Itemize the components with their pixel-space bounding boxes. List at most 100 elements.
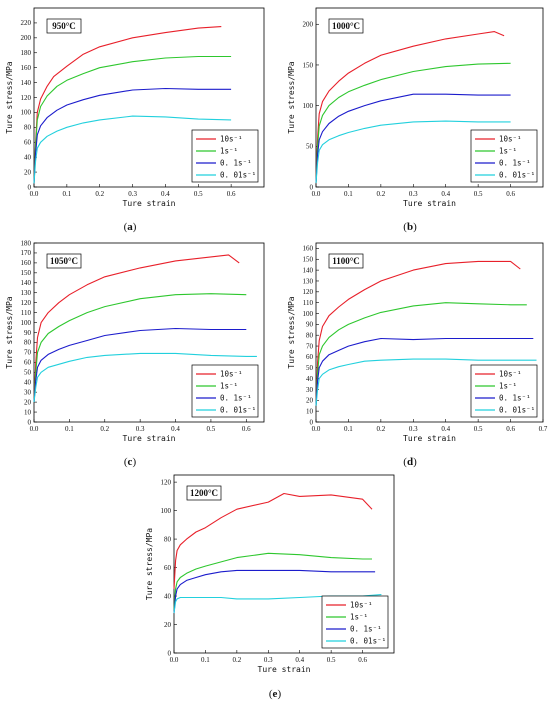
panel-caption: (a) xyxy=(124,221,137,233)
series-line xyxy=(33,293,247,403)
x-tick-label: 0.5 xyxy=(194,190,203,198)
x-tick-label: 0.4 xyxy=(161,190,170,198)
temperature-label: 950°C xyxy=(52,21,76,31)
x-tick-label: 0.1 xyxy=(65,425,74,433)
y-tick-label: 40 xyxy=(24,379,32,387)
y-tick-label: 0 xyxy=(28,183,32,191)
y-tick-label: 150 xyxy=(21,269,32,277)
legend-label: 10s⁻¹ xyxy=(350,601,373,610)
y-tick-label: 60 xyxy=(306,353,314,361)
series-line xyxy=(315,358,537,406)
y-tick-label: 100 xyxy=(21,109,32,117)
x-tick-label: 0.7 xyxy=(539,425,548,433)
panel-caption: (e) xyxy=(269,688,282,700)
plot-frame xyxy=(315,7,544,188)
legend-label: 10s⁻¹ xyxy=(220,135,243,144)
series-line xyxy=(173,552,372,611)
y-axis-label: Ture stress/MPa xyxy=(5,61,14,133)
temperature-box xyxy=(46,253,82,269)
y-tick-label: 160 xyxy=(303,245,314,253)
x-tick-label: 0.2 xyxy=(376,190,385,198)
x-tick-label: 0.4 xyxy=(441,425,450,433)
y-tick-label: 30 xyxy=(24,388,32,396)
y-tick-label: 20 xyxy=(24,168,32,176)
y-axis-label: Ture stress/MPa xyxy=(145,528,154,600)
y-tick-label: 10 xyxy=(306,407,314,415)
series-line xyxy=(315,260,521,406)
x-tick-label: 0.2 xyxy=(232,656,241,664)
y-tick-label: 0 xyxy=(168,649,172,657)
temperature-label: 1050°C xyxy=(50,256,78,266)
series-line xyxy=(33,352,257,403)
series-line xyxy=(33,115,232,184)
x-tick-label: 0.0 xyxy=(30,190,39,198)
x-tick-label: 0.6 xyxy=(242,425,251,433)
legend-label: 1s⁻¹ xyxy=(350,613,368,622)
y-tick-label: 20 xyxy=(24,398,32,406)
y-tick-label: 80 xyxy=(306,332,314,340)
x-tick-label: 0.0 xyxy=(30,425,39,433)
y-tick-label: 100 xyxy=(21,319,32,327)
series-line xyxy=(33,87,232,184)
legend-label: 0. 01s⁻¹ xyxy=(220,171,256,180)
x-tick-label: 0.3 xyxy=(128,190,137,198)
y-tick-label: 140 xyxy=(21,279,32,287)
series-line xyxy=(315,62,511,183)
y-tick-label: 60 xyxy=(24,139,32,147)
x-tick-label: 0.5 xyxy=(474,425,483,433)
legend-label: 1s⁻¹ xyxy=(220,147,238,156)
temperature-label: 1100°C xyxy=(332,256,360,266)
y-tick-label: 120 xyxy=(303,288,314,296)
y-tick-label: 180 xyxy=(21,49,32,57)
x-tick-label: 0.0 xyxy=(312,425,321,433)
y-axis-label: Ture stress/MPa xyxy=(287,61,296,133)
legend-label: 1s⁻¹ xyxy=(499,147,517,156)
legend-label: 0. 01s⁻¹ xyxy=(499,171,535,180)
y-tick-label: 40 xyxy=(24,153,32,161)
legend xyxy=(321,595,389,649)
plot-frame xyxy=(173,474,395,654)
y-tick-label: 70 xyxy=(306,342,314,350)
y-tick-label: 100 xyxy=(303,310,314,318)
x-tick-label: 0.5 xyxy=(327,656,336,664)
x-tick-label: 0.4 xyxy=(441,190,450,198)
y-tick-label: 40 xyxy=(164,592,172,600)
y-axis-label: Ture stress/MPa xyxy=(5,296,14,368)
y-tick-label: 150 xyxy=(303,61,314,69)
x-tick-label: 0.1 xyxy=(201,656,210,664)
temperature-box xyxy=(46,18,82,34)
x-tick-label: 0.3 xyxy=(409,425,418,433)
temperature-box xyxy=(328,18,364,34)
x-tick-label: 0.6 xyxy=(358,656,367,664)
plot-frame xyxy=(315,242,544,423)
x-tick-label: 0.2 xyxy=(376,425,385,433)
y-tick-label: 70 xyxy=(24,349,32,357)
series-line xyxy=(315,302,527,406)
y-tick-label: 180 xyxy=(21,239,32,247)
panel-caption: (b) xyxy=(403,221,417,233)
series-line xyxy=(33,254,240,403)
y-tick-label: 120 xyxy=(21,94,32,102)
x-axis-label: Ture strain xyxy=(258,665,311,674)
y-tick-label: 150 xyxy=(303,256,314,264)
x-tick-label: 0.1 xyxy=(62,190,71,198)
y-tick-label: 200 xyxy=(21,34,32,42)
y-tick-label: 120 xyxy=(161,478,172,486)
legend-label: 10s⁻¹ xyxy=(220,370,243,379)
y-tick-label: 60 xyxy=(24,359,32,367)
legend-label: 0. 1s⁻¹ xyxy=(499,159,531,168)
legend-label: 0. 01s⁻¹ xyxy=(499,406,535,415)
y-tick-label: 140 xyxy=(21,79,32,87)
temperature-label: 1000°C xyxy=(332,21,360,31)
y-tick-label: 50 xyxy=(306,143,314,151)
y-tick-label: 140 xyxy=(303,266,314,274)
temperature-box xyxy=(186,485,222,501)
y-tick-label: 170 xyxy=(21,249,32,257)
x-axis-label: Ture strain xyxy=(123,434,176,443)
y-tick-label: 0 xyxy=(310,418,314,426)
y-tick-label: 80 xyxy=(164,535,172,543)
x-tick-label: 0.1 xyxy=(344,425,353,433)
x-tick-label: 0.5 xyxy=(474,190,483,198)
